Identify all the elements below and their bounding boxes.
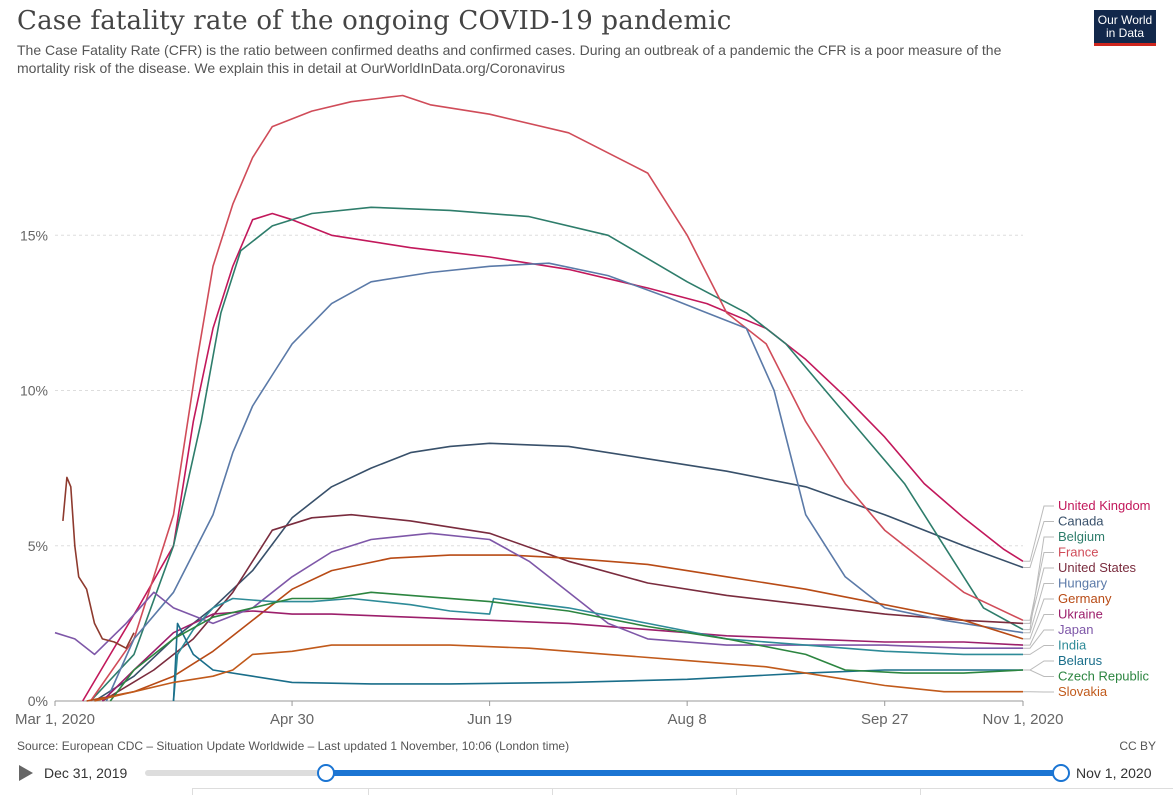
y-tick-label: 5% [28,538,48,554]
label-connector [1023,670,1054,677]
series-line [106,263,1023,701]
series-line [87,555,1023,701]
series-label: Germany [1058,591,1112,606]
label-connector [1023,553,1054,621]
series-label: Ukraine [1058,607,1103,622]
timeline-end-label: Nov 1, 2020 [1076,765,1152,781]
series-line [174,623,1024,701]
x-tick-label: Aug 8 [668,711,707,728]
timeline-start-label: Dec 31, 2019 [44,765,127,781]
series-label: Slovakia [1058,684,1108,699]
timeline-selected-range[interactable] [325,770,1060,776]
series-label: France [1058,545,1098,560]
source-note: Source: European CDC – Situation Update … [17,739,569,753]
line-chart: 0% 5% 10% 15% Mar 1, 2020 Apr 30 Jun 19 Aug 8 Se… [0,0,1173,735]
timeline-start-handle[interactable] [317,764,335,782]
series-label: Hungary [1058,576,1108,591]
label-connector [1023,646,1054,655]
series-label: Belarus [1058,653,1103,668]
series-line [102,611,1023,701]
license-link[interactable]: CC BY [1119,739,1156,753]
y-tick-label: 10% [20,383,48,399]
series-label: Canada [1058,514,1104,529]
series-label: United Kingdom [1058,498,1151,513]
series-line [91,207,1023,701]
series-line [95,443,1024,701]
y-tick-label: 0% [28,693,48,709]
series-label: United States [1058,560,1137,575]
x-tick-label: Apr 30 [270,711,314,728]
series-label: Czech Republic [1058,669,1150,684]
y-tick-label: 15% [20,227,48,243]
series-label: Japan [1058,622,1093,637]
timeline-end-handle[interactable] [1052,764,1070,782]
series-line [63,477,134,648]
series-label: India [1058,638,1087,653]
label-connector [1023,506,1054,561]
x-tick-label: Mar 1, 2020 [15,711,95,728]
x-tick-label: Sep 27 [861,711,909,728]
series-label: Belgium [1058,529,1105,544]
x-tick-label: Jun 19 [467,711,512,728]
x-tick-label: Nov 1, 2020 [983,711,1064,728]
play-icon[interactable] [19,765,33,781]
label-connector [1023,661,1054,670]
